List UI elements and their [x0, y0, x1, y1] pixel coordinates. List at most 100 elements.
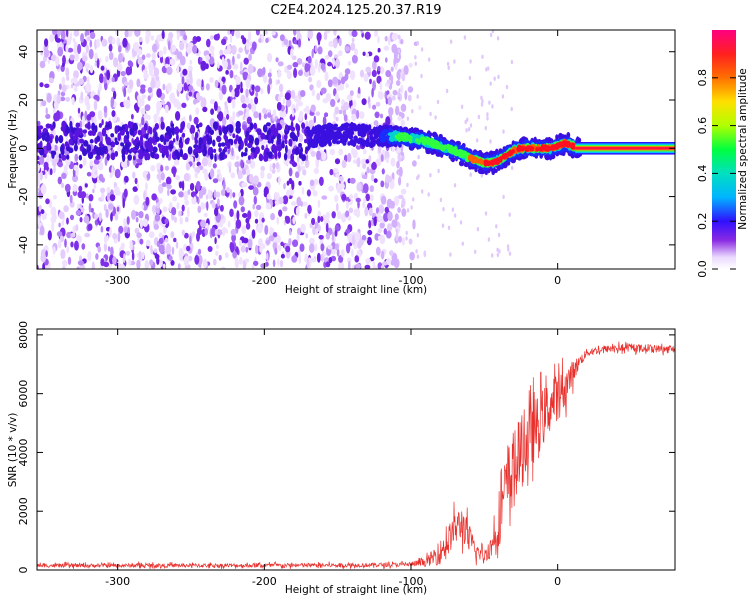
heatmap-cell — [237, 170, 243, 180]
heatmap-cell — [288, 177, 293, 185]
heatmap-cell — [108, 203, 114, 210]
heatmap-cell — [183, 34, 188, 41]
heatmap-cell — [66, 245, 70, 254]
heatmap-cell — [293, 95, 300, 103]
heatmap-cell — [321, 151, 327, 161]
heatmap-cell — [309, 65, 316, 76]
heatmap-cell — [90, 207, 94, 213]
heatmap-cell — [493, 76, 496, 81]
heatmap-cell — [139, 134, 144, 144]
heatmap-cell — [296, 196, 302, 207]
heatmap-cell — [84, 183, 88, 188]
heatmap-cell — [277, 150, 282, 159]
heatmap-cell — [223, 180, 226, 191]
heatmap-cell — [249, 173, 254, 183]
heatmap-cell — [172, 138, 176, 143]
heatmap-cell — [282, 97, 286, 105]
heatmap-cell — [258, 112, 262, 121]
heatmap-cell — [332, 134, 336, 140]
heatmap-cell — [380, 113, 383, 119]
heatmap-cell — [156, 88, 162, 98]
heatmap-cell — [350, 42, 356, 51]
heatmap-cell — [238, 191, 242, 198]
heatmap-cell — [274, 192, 280, 201]
heatmap-cell — [241, 225, 247, 235]
heatmap-cell — [164, 237, 169, 243]
heatmap-cell — [364, 31, 371, 40]
heatmap-cell — [149, 259, 154, 266]
heatmap-cell — [37, 163, 40, 173]
heatmap-cell — [112, 232, 118, 240]
heatmap-cell — [225, 252, 229, 259]
heatmap-cell — [510, 106, 513, 112]
heatmap-cell — [473, 156, 477, 161]
heatmap-cell — [111, 77, 115, 83]
heatmap-cell — [477, 114, 481, 120]
heatmap-cell — [252, 186, 259, 196]
heatmap-cell — [407, 94, 412, 102]
heatmap-cell — [376, 246, 381, 256]
heatmap-cell — [267, 84, 271, 95]
heatmap-cell — [120, 71, 126, 77]
heatmap-cell — [245, 246, 249, 253]
heatmap-cell — [317, 224, 321, 232]
heatmap-cell — [188, 85, 194, 91]
heatmap-cell — [93, 116, 97, 126]
heatmap-cell — [193, 116, 199, 125]
heatmap-cell — [139, 218, 143, 229]
heatmap-cell — [209, 168, 215, 179]
heatmap-cell — [209, 98, 216, 105]
heatmap-cell — [64, 238, 67, 248]
heatmap-cell — [288, 167, 293, 177]
heatmap-cell — [89, 111, 96, 118]
heatmap-cell — [295, 206, 300, 217]
heatmap-cell — [85, 44, 90, 54]
heatmap-cell — [389, 180, 395, 190]
heatmap-cell — [366, 236, 372, 246]
heatmap-cell — [361, 158, 367, 166]
heatmap-cell — [44, 83, 50, 89]
heatmap-cell — [245, 78, 251, 89]
heatmap-cell — [328, 123, 333, 130]
heatmap-cell — [132, 122, 138, 131]
heatmap-cell — [98, 123, 102, 128]
heatmap-cell — [69, 32, 73, 41]
heatmap-cell — [460, 104, 464, 110]
heatmap-cell — [353, 100, 357, 108]
heatmap-cell — [162, 206, 168, 213]
heatmap-cell — [101, 38, 108, 47]
heatmap-cell — [434, 115, 437, 120]
heatmap-cell — [285, 104, 288, 115]
heatmap-cell — [442, 207, 445, 212]
heatmap-cell — [68, 138, 74, 145]
heatmap-cell — [305, 105, 310, 115]
heatmap-cell — [80, 33, 85, 43]
heatmap-cell — [341, 193, 347, 201]
heatmap-cell — [318, 66, 321, 73]
heatmap-cell — [467, 127, 471, 132]
heatmap-cell — [153, 67, 160, 77]
heatmap-cell — [151, 193, 157, 201]
heatmap-cell — [337, 210, 342, 220]
heatmap-cell — [72, 135, 77, 141]
heatmap-cell — [240, 61, 243, 72]
heatmap-cell — [39, 60, 46, 69]
heatmap-cell — [379, 234, 386, 245]
heatmap-cell — [45, 113, 51, 119]
heatmap-cell — [396, 80, 401, 86]
heatmap-cell — [282, 111, 287, 118]
heatmap-cell — [221, 84, 227, 95]
heatmap-cell — [420, 47, 424, 52]
heatmap-cell — [39, 82, 44, 88]
heatmap-cell — [168, 255, 173, 261]
heatmap-cell — [255, 204, 262, 210]
heatmap-cell — [65, 35, 72, 46]
heatmap-cell — [204, 228, 208, 236]
heatmap-cell — [107, 246, 111, 252]
heatmap-cell — [430, 149, 436, 156]
heatmap-cell — [73, 86, 78, 92]
heatmap-cell — [192, 161, 196, 169]
heatmap-cell — [156, 100, 163, 111]
heatmap-cell — [265, 202, 272, 210]
heatmap-cell — [151, 204, 157, 213]
